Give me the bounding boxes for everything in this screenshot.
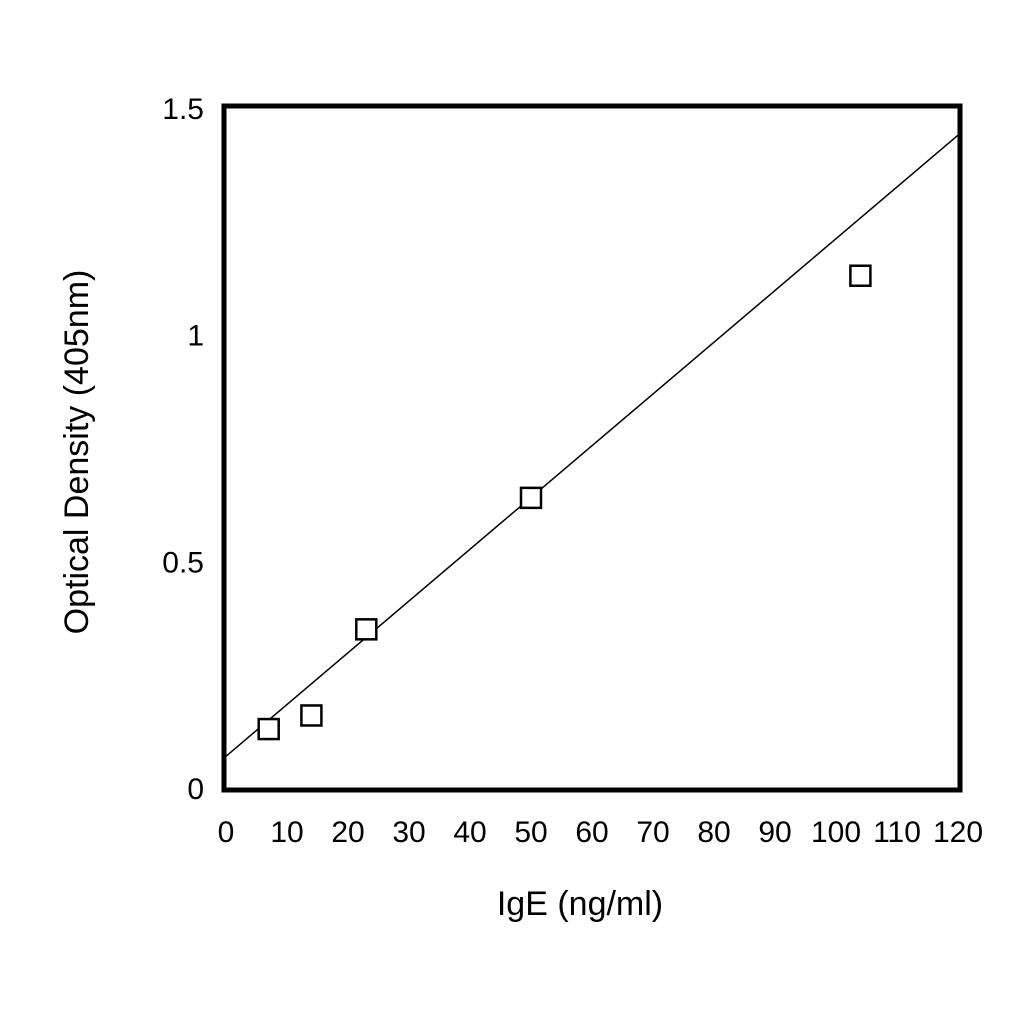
x-tick-label: 0 xyxy=(218,816,235,849)
x-tick-label: 100 xyxy=(811,816,861,849)
x-tick-label: 70 xyxy=(636,816,669,849)
y-tick-label: 0.5 xyxy=(162,546,204,579)
x-tick-label: 120 xyxy=(933,816,983,849)
y-tick-label: 1.5 xyxy=(162,93,204,126)
y-tick-labels: 0 0.5 1 1.5 xyxy=(162,93,204,806)
data-point xyxy=(849,264,872,287)
x-tick-labels: 0 10 20 30 40 50 60 70 80 90 100 110 120 xyxy=(218,816,983,849)
x-tick-label: 20 xyxy=(331,816,364,849)
x-tick-label: 30 xyxy=(392,816,425,849)
x-tick-label: 90 xyxy=(758,816,791,849)
plot-frame xyxy=(221,103,963,793)
y-axis-title: Optical Density (405nm) xyxy=(58,270,96,635)
x-tick-label: 40 xyxy=(453,816,486,849)
plot-layer xyxy=(225,134,959,757)
x-tick-label: 110 xyxy=(873,816,921,849)
x-tick-label: 50 xyxy=(514,816,547,849)
x-tick-label: 60 xyxy=(575,816,608,849)
data-point xyxy=(300,704,323,727)
x-tick-label: 80 xyxy=(697,816,730,849)
x-axis-title: IgE (ng/ml) xyxy=(497,885,663,923)
x-tick-label: 10 xyxy=(270,816,303,849)
data-point xyxy=(519,486,543,510)
data-point xyxy=(355,618,378,641)
fit-line xyxy=(225,134,959,757)
data-point xyxy=(257,717,280,741)
y-tick-label: 1 xyxy=(187,320,204,353)
y-tick-label: 0 xyxy=(187,773,204,806)
